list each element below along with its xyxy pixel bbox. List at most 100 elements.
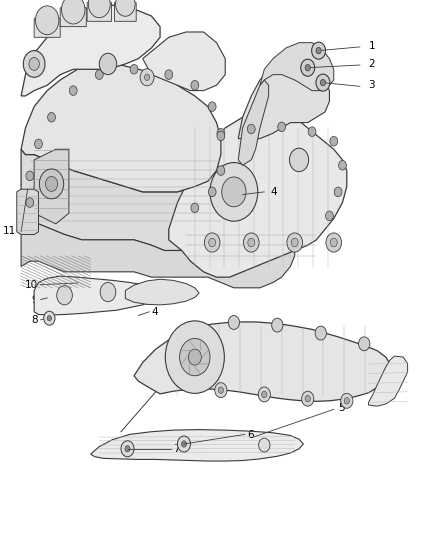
Circle shape [222, 177, 246, 207]
Polygon shape [169, 112, 347, 277]
Text: 11: 11 [3, 227, 16, 236]
Polygon shape [260, 43, 334, 91]
Polygon shape [34, 13, 60, 37]
Circle shape [180, 338, 210, 376]
Circle shape [359, 337, 370, 351]
Circle shape [100, 282, 116, 302]
Circle shape [244, 233, 259, 252]
Circle shape [259, 438, 270, 452]
Polygon shape [34, 276, 156, 315]
Circle shape [130, 64, 138, 74]
Circle shape [311, 42, 325, 59]
Circle shape [205, 233, 220, 252]
Circle shape [35, 139, 42, 149]
Text: 1: 1 [368, 41, 375, 51]
Polygon shape [21, 224, 295, 288]
Polygon shape [21, 64, 221, 192]
Circle shape [125, 446, 130, 452]
Circle shape [121, 441, 134, 457]
Text: 6: 6 [247, 431, 254, 440]
Circle shape [258, 387, 270, 402]
Text: 4: 4 [152, 307, 158, 317]
Text: 4: 4 [271, 187, 277, 197]
Circle shape [248, 238, 255, 247]
Circle shape [26, 171, 34, 181]
Circle shape [341, 393, 353, 408]
Circle shape [316, 74, 330, 91]
Circle shape [209, 238, 215, 247]
Circle shape [217, 128, 225, 138]
Text: 9: 9 [31, 295, 38, 304]
Circle shape [88, 0, 110, 18]
Circle shape [305, 395, 311, 402]
Circle shape [116, 0, 135, 16]
Circle shape [99, 53, 117, 75]
Circle shape [210, 163, 258, 221]
Circle shape [177, 436, 191, 452]
Circle shape [247, 124, 255, 134]
Circle shape [145, 74, 150, 80]
Polygon shape [143, 32, 225, 91]
Text: 7: 7 [173, 445, 180, 454]
Polygon shape [125, 279, 199, 305]
Circle shape [57, 286, 72, 305]
Circle shape [217, 131, 225, 141]
Circle shape [208, 187, 216, 197]
Circle shape [23, 51, 45, 77]
Polygon shape [114, 0, 136, 21]
Circle shape [301, 59, 314, 76]
Circle shape [47, 316, 52, 321]
Circle shape [48, 112, 56, 122]
Circle shape [325, 211, 333, 221]
Circle shape [26, 198, 34, 207]
Circle shape [316, 47, 321, 54]
Circle shape [95, 70, 103, 79]
Polygon shape [368, 356, 408, 406]
Circle shape [339, 160, 346, 170]
Polygon shape [21, 5, 160, 96]
Circle shape [305, 64, 311, 71]
Text: 5: 5 [338, 403, 345, 413]
Circle shape [326, 233, 342, 252]
Circle shape [291, 238, 298, 247]
Polygon shape [17, 189, 39, 235]
Polygon shape [34, 149, 69, 224]
Circle shape [188, 349, 201, 365]
Polygon shape [238, 80, 268, 165]
Circle shape [344, 398, 350, 404]
Polygon shape [87, 0, 111, 21]
Circle shape [287, 233, 303, 252]
Circle shape [181, 441, 187, 447]
Circle shape [218, 387, 223, 393]
Circle shape [165, 321, 224, 393]
Circle shape [228, 316, 240, 329]
Text: 10: 10 [25, 280, 38, 289]
Circle shape [191, 203, 199, 213]
Circle shape [290, 148, 309, 172]
Circle shape [261, 391, 267, 398]
Circle shape [29, 58, 39, 70]
Text: 8: 8 [31, 315, 38, 325]
Circle shape [208, 102, 216, 111]
Circle shape [302, 391, 314, 406]
Text: 3: 3 [368, 80, 375, 90]
Circle shape [217, 166, 225, 175]
Circle shape [330, 136, 338, 146]
Circle shape [35, 6, 59, 35]
Circle shape [140, 69, 154, 86]
Circle shape [215, 383, 227, 398]
Circle shape [308, 127, 316, 136]
Polygon shape [21, 149, 282, 266]
Circle shape [61, 0, 85, 24]
Circle shape [191, 80, 199, 90]
Polygon shape [60, 3, 86, 27]
Polygon shape [134, 322, 390, 401]
Circle shape [330, 238, 337, 247]
Circle shape [334, 187, 342, 197]
Circle shape [278, 122, 286, 132]
Circle shape [44, 311, 55, 325]
Circle shape [69, 86, 77, 95]
Circle shape [320, 79, 325, 86]
Polygon shape [238, 59, 329, 139]
Text: 2: 2 [368, 59, 375, 69]
